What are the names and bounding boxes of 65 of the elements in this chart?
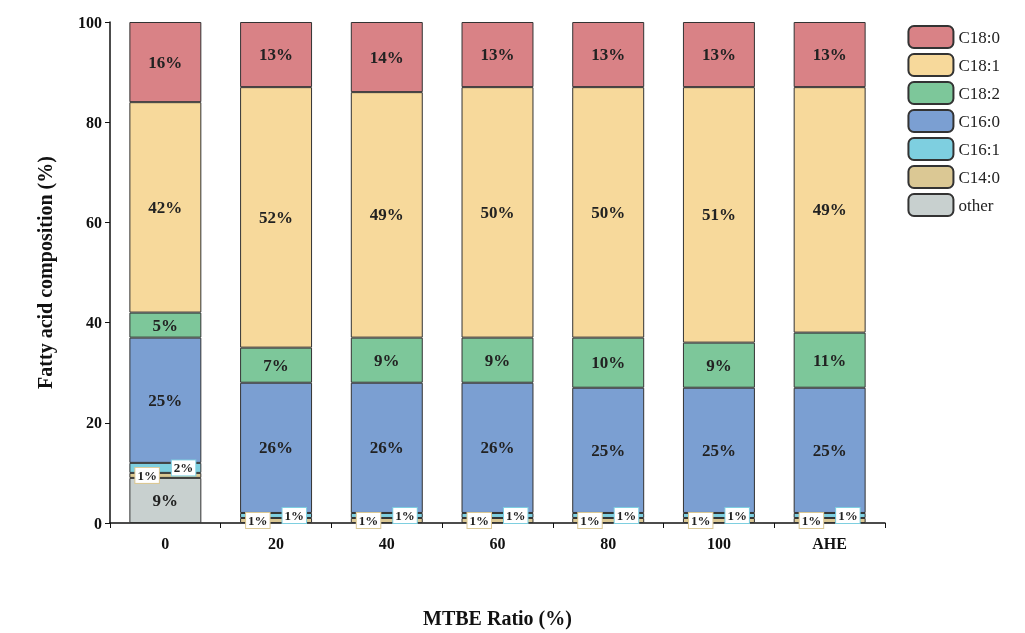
data-label: 1% (690, 512, 711, 528)
data-label: 1% (505, 507, 526, 523)
data-label: 51% (701, 205, 736, 225)
data-label: 9% (706, 355, 732, 375)
data-label: 49% (812, 200, 847, 220)
y-axis-title: Fatty acid composition (%) (34, 156, 57, 389)
data-label: 42% (148, 197, 183, 217)
data-label: 13% (701, 45, 736, 65)
y-tick-label: 0 (94, 514, 102, 532)
legend-label: C14:0 (958, 167, 1000, 187)
x-axis-title: MTBE Ratio (%) (423, 607, 572, 630)
data-label: 9% (152, 490, 179, 510)
data-label: 50% (480, 202, 515, 222)
y-tick-label: 40 (86, 314, 102, 332)
data-label: 26% (259, 438, 294, 458)
x-tick-label: AHE (812, 534, 847, 552)
y-tick-label: 20 (86, 414, 102, 432)
data-label: 1% (616, 507, 637, 523)
data-label: 1% (395, 507, 415, 523)
data-label: 14% (369, 47, 404, 67)
x-tick-label: 0 (161, 534, 170, 552)
data-label: 5% (152, 315, 179, 335)
data-label: 1% (469, 512, 490, 528)
data-label: 13% (591, 45, 626, 65)
data-label: 52% (259, 207, 294, 227)
y-tick-label: 100 (78, 13, 102, 31)
data-label: 1% (801, 512, 822, 528)
data-label: 26% (369, 438, 404, 458)
data-label: 13% (259, 45, 294, 65)
data-label: 9% (374, 350, 400, 370)
legend-label: C16:0 (958, 111, 1000, 131)
data-label: 25% (701, 440, 736, 460)
legend-label: other (958, 195, 994, 215)
x-tick-label: 100 (706, 534, 731, 552)
data-label: 13% (812, 45, 847, 65)
data-label: 50% (591, 202, 626, 222)
data-label: 11% (813, 350, 847, 370)
data-label: 13% (480, 45, 515, 65)
legend-label: C18:1 (958, 55, 1000, 75)
y-tick-label: 80 (86, 113, 102, 131)
data-label: 16% (148, 52, 183, 72)
data-label: 25% (148, 390, 183, 410)
data-label: 1% (248, 512, 268, 528)
x-tick-label: 80 (600, 534, 617, 552)
data-label: 1% (137, 467, 157, 483)
data-label: 10% (591, 353, 626, 373)
x-tick-label: 60 (489, 534, 506, 552)
x-tick-label: 20 (268, 534, 285, 552)
data-label: 1% (358, 512, 379, 528)
legend-label: C16:1 (958, 139, 1000, 159)
data-label: 25% (812, 440, 847, 460)
data-label: 25% (591, 440, 626, 460)
data-label: 1% (838, 507, 858, 523)
data-label: 9% (484, 350, 511, 370)
x-tick-label: 40 (378, 534, 395, 552)
data-label: 49% (369, 205, 404, 225)
data-label: 26% (480, 438, 515, 458)
data-label: 2% (173, 460, 194, 476)
data-label: 1% (727, 507, 747, 523)
legend-label: C18:2 (958, 83, 1000, 103)
legend-label: C18:0 (958, 27, 1000, 47)
data-label: 1% (580, 512, 600, 528)
data-label: 7% (263, 355, 289, 375)
y-tick-label: 60 (86, 213, 102, 231)
data-label: 1% (284, 507, 305, 523)
